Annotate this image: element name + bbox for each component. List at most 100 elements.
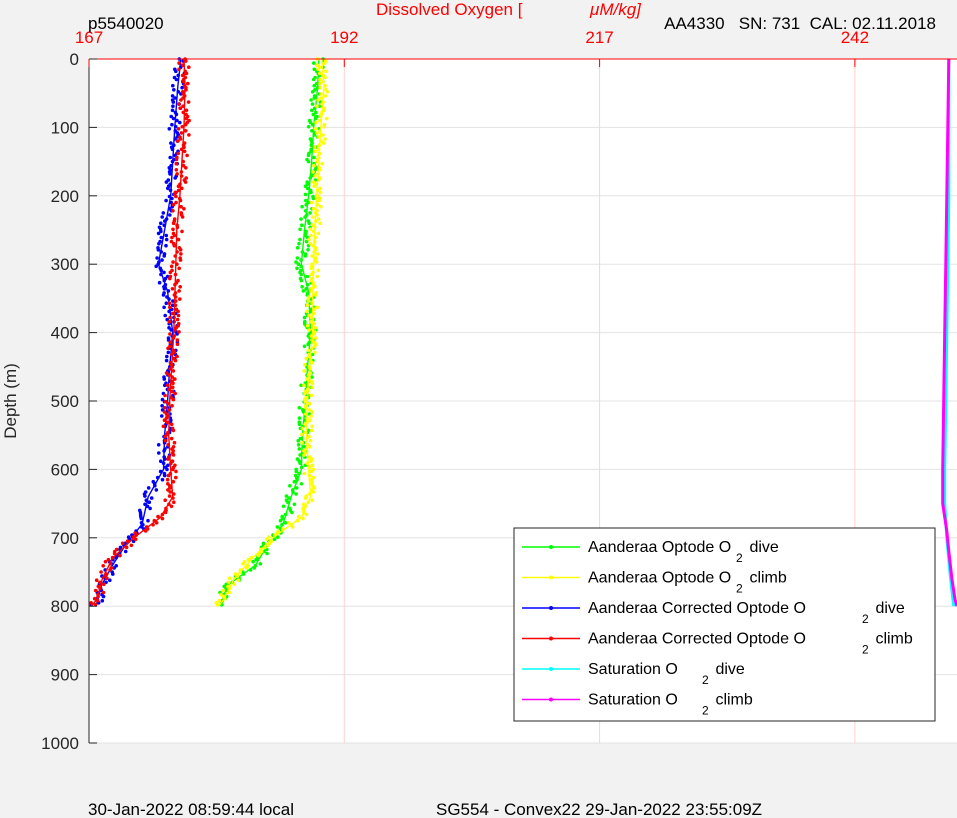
legend-subscript: 2 — [702, 673, 709, 687]
series-point — [184, 71, 189, 76]
series-point — [295, 246, 300, 250]
series-point — [280, 523, 284, 527]
series-point — [320, 161, 325, 166]
legend-suffix: climb — [711, 692, 753, 709]
series-point — [288, 484, 292, 488]
series-point — [111, 572, 115, 576]
series-point — [318, 118, 322, 123]
series-point — [156, 443, 161, 447]
series-point — [295, 266, 299, 271]
x-tick-label: 217 — [585, 28, 613, 47]
series-point — [310, 90, 315, 94]
series-point — [172, 233, 177, 238]
x-axis-ticks: 167 192 217 242 — [75, 28, 869, 67]
series-point — [169, 239, 174, 244]
series-point — [164, 237, 169, 242]
series-point — [179, 147, 184, 152]
series-point — [235, 574, 240, 578]
series-point — [323, 75, 327, 80]
series-point — [154, 264, 158, 269]
series-point — [164, 233, 169, 238]
series-point — [164, 301, 169, 306]
series-point — [162, 278, 167, 283]
series-point — [300, 432, 304, 437]
series-point — [281, 504, 286, 509]
series-point — [162, 418, 167, 423]
series-point — [316, 147, 321, 152]
plot-id: p5540020 — [88, 14, 164, 33]
series-5 — [941, 58, 957, 607]
series-point — [151, 523, 155, 527]
series-point — [174, 168, 179, 172]
series-point — [316, 268, 321, 273]
series-point — [133, 537, 138, 541]
series-point — [313, 285, 317, 289]
series-point — [287, 496, 292, 500]
series-point — [175, 354, 179, 359]
y-axis-label: Depth (m) — [1, 363, 20, 439]
series-point — [320, 79, 325, 84]
series-point — [312, 133, 317, 137]
series-point — [159, 235, 164, 240]
series-point — [275, 525, 280, 529]
series-point — [305, 309, 309, 314]
series-point — [309, 289, 313, 293]
series-point — [167, 127, 172, 131]
series-point — [290, 525, 295, 529]
series-point — [309, 459, 313, 464]
series-point — [307, 473, 312, 478]
series-point — [160, 258, 164, 262]
series-point — [166, 443, 170, 447]
series-point — [304, 412, 308, 416]
series-point — [303, 399, 308, 404]
series-point — [309, 393, 314, 398]
series-point — [174, 475, 178, 480]
series-point — [171, 104, 175, 108]
series-point — [307, 221, 312, 225]
series-point — [315, 213, 319, 217]
series-point — [173, 377, 177, 381]
series-point — [168, 213, 172, 217]
series-point — [163, 457, 167, 461]
series-point — [170, 385, 175, 390]
series-point — [297, 416, 302, 420]
series-point — [171, 116, 176, 121]
series-point — [171, 299, 175, 303]
series-point — [296, 514, 301, 519]
series-point — [175, 262, 179, 267]
series-point — [181, 104, 185, 108]
series-point — [155, 475, 160, 480]
series-point — [163, 434, 167, 439]
series-point — [170, 196, 174, 201]
series-point — [98, 580, 102, 585]
series-point — [310, 215, 315, 219]
series-point — [166, 473, 171, 478]
series-point — [170, 147, 175, 152]
series-point — [307, 408, 312, 412]
series-point — [177, 266, 181, 271]
series-point — [171, 100, 176, 104]
series-point — [93, 603, 98, 607]
series-point — [227, 576, 232, 580]
series-point — [92, 596, 97, 601]
legend-box — [513, 527, 936, 722]
series-point — [310, 498, 315, 503]
series-point — [313, 293, 318, 297]
series-point — [175, 172, 179, 176]
series-point — [318, 114, 323, 119]
series-point — [118, 553, 122, 558]
series-point — [308, 211, 312, 215]
series-point — [158, 469, 163, 474]
series-1 — [214, 57, 330, 607]
series-point — [311, 170, 315, 174]
series-point — [323, 94, 328, 98]
series-point — [167, 319, 172, 324]
series-point — [286, 521, 291, 525]
series-point — [307, 492, 312, 496]
series-point — [323, 137, 327, 141]
series-point — [178, 120, 182, 125]
series-point — [179, 98, 183, 102]
series-point — [163, 219, 167, 223]
series-point — [174, 200, 178, 205]
series-point — [187, 133, 191, 137]
